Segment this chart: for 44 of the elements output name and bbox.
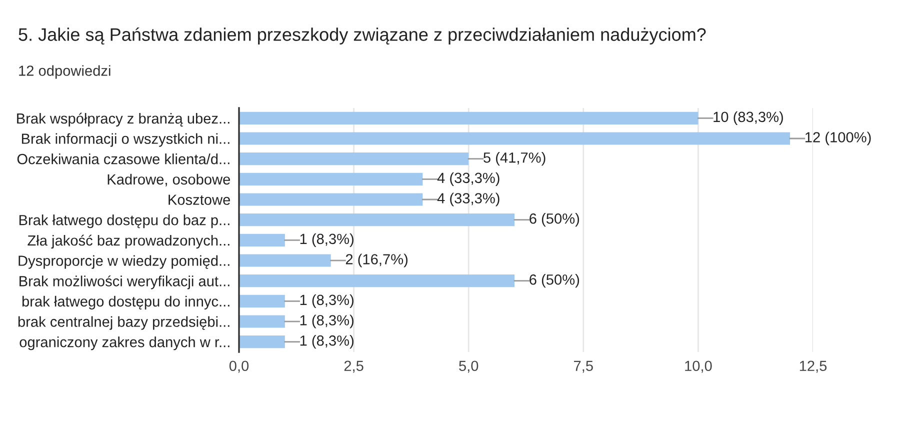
- bar: [239, 214, 515, 226]
- x-tick-label: 12,5: [800, 360, 827, 373]
- y-tick-label: Brak możliwości weryfikacji aut...: [20, 275, 230, 290]
- y-tick-label: ograniczony zakres danych w r...: [20, 336, 230, 350]
- bar: [239, 254, 331, 267]
- bar: [239, 132, 790, 145]
- bar: [239, 112, 698, 124]
- x-tick-label: 2,5: [344, 360, 364, 373]
- y-tick-label: Brak łatwego dostępu do baz p...: [19, 214, 230, 228]
- y-tick-label: brak łatwego dostępu do innyc...: [22, 296, 230, 310]
- data-label: 4 (33,3%): [437, 172, 500, 186]
- x-tick-label: 7,5: [574, 360, 593, 373]
- y-tick-label: Oczekiwania czasowe klienta/d...: [17, 154, 230, 164]
- y-tick-label: Kosztowe: [168, 194, 230, 205]
- data-label: 4 (33,3%): [437, 192, 500, 206]
- data-label: 6 (50%): [530, 274, 580, 288]
- data-label: 1 (8,3%): [300, 294, 354, 308]
- bar: [239, 315, 285, 328]
- y-tick-label: brak centralnej bazy przedsiębi...: [18, 316, 230, 330]
- bar: [239, 193, 423, 206]
- y-tick-label: Dysproporcje w wiedzy pomięd...: [18, 255, 230, 269]
- y-tick-label: Brak informacji o wszystkich ni...: [22, 133, 230, 147]
- data-label: 1 (8,3%): [300, 314, 354, 328]
- text: 12 odpowiedzi: [19, 65, 110, 79]
- data-label: 2 (16,7%): [346, 254, 408, 268]
- data-label: 5 (41,7%): [484, 152, 546, 166]
- data-label: 1 (8,3%): [300, 233, 354, 247]
- x-tick-label: 5,0: [459, 360, 478, 373]
- data-label: 12 (100%): [806, 132, 871, 146]
- y-tick-label: Kadrowe, osobowe: [108, 174, 230, 186]
- y-tick-label: Brak współpracy z branżą ubez...: [17, 112, 230, 127]
- x-tick-label: 0,0: [229, 360, 249, 373]
- bar: [239, 294, 285, 308]
- bar: [239, 172, 423, 186]
- bar: [239, 152, 469, 166]
- data-label: 6 (50%): [530, 213, 580, 227]
- y-tick-label: Zła jakość baz prowadzonych...: [28, 234, 230, 249]
- data-label: 10 (83,3%): [714, 111, 783, 125]
- data-label: 1 (8,3%): [300, 335, 354, 349]
- bar: [239, 336, 285, 348]
- bar: [239, 234, 285, 246]
- x-tick-label: 10,0: [685, 360, 712, 373]
- bar: [239, 274, 515, 288]
- chart-title: 5. Jakie są Państwa zdaniem przeszkody związane z przeciwdziałaniem nadużyciom?: [18, 27, 706, 45]
